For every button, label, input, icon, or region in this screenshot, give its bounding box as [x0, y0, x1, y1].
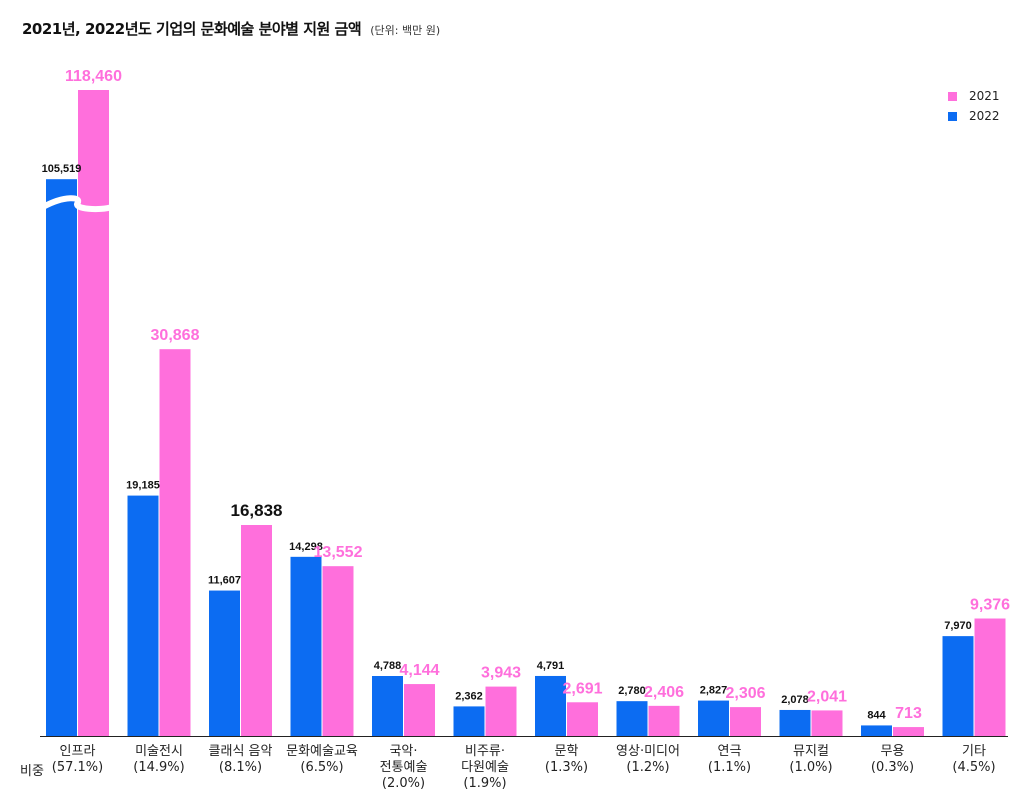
- category-label-3: 문화예술교육: [286, 744, 358, 759]
- bar-2022-2: [209, 590, 240, 736]
- share-row-label: 비중: [20, 764, 44, 779]
- category-label-10: 무용: [881, 744, 905, 759]
- bar-2021-2: [241, 525, 272, 736]
- value-label-2022-8: 2,827: [700, 685, 728, 697]
- bar-2021-1: [159, 349, 191, 736]
- legend-label-2021: 2021: [969, 89, 1000, 103]
- legend-item-2022: 2022: [948, 106, 1000, 126]
- value-label-2022-7: 2,780: [618, 685, 646, 697]
- category-label-4: 국악·: [389, 744, 417, 759]
- bar-2022-5: [453, 706, 485, 736]
- value-label-2021-10: 713: [895, 705, 922, 722]
- bar-2021-3: [322, 566, 354, 736]
- bar-2022-8: [698, 700, 729, 736]
- bar-2021-8: [730, 707, 761, 736]
- chart-title: 2021년, 2022년도 기업의 문화예술 분야별 지원 금액: [22, 20, 362, 38]
- share-label-2: (8.1%): [219, 760, 262, 775]
- value-label-2021-3: 13,552: [314, 544, 363, 561]
- share-label-9: (1.0%): [789, 760, 832, 775]
- bar-2022-3: [290, 556, 322, 736]
- bar-2021-9: [811, 710, 843, 736]
- bar-2021-11: [974, 618, 1006, 736]
- value-label-2022-4: 4,788: [374, 660, 402, 672]
- value-label-2022-10: 844: [867, 709, 886, 721]
- bar-2022-11: [942, 636, 974, 736]
- value-label-2022-2: 11,607: [208, 575, 241, 587]
- value-label-2022-1: 19,185: [126, 480, 160, 492]
- category-label-7: 영상·미디어: [616, 744, 680, 759]
- share-label-7: (1.2%): [626, 760, 669, 775]
- value-label-2022-9: 2,078: [781, 694, 809, 706]
- value-label-2022-3: 14,298: [289, 541, 323, 553]
- value-label-2022-6: 4,791: [537, 660, 565, 672]
- share-label-4: (2.0%): [382, 776, 425, 791]
- bar-2022-1: [127, 495, 159, 736]
- bar-2021-4: [404, 684, 435, 736]
- value-label-2022-11: 7,970: [944, 620, 972, 632]
- bar-2022-6: [535, 675, 566, 736]
- legend-item-2021: 2021: [948, 86, 1000, 106]
- category-label-5: 다원예술: [461, 760, 509, 775]
- bar-2021-6: [567, 702, 598, 736]
- value-label-2021-4: 4,144: [399, 662, 439, 679]
- share-label-6: (1.3%): [545, 760, 588, 775]
- category-label-0: 인프라: [60, 744, 96, 759]
- value-label-2021-0: 118,460: [65, 68, 122, 85]
- value-label-2022-5: 2,362: [455, 690, 483, 702]
- bar-2022-10: [861, 725, 892, 736]
- category-label-4: 전통예술: [380, 760, 428, 775]
- axis-break-mark: [41, 195, 113, 213]
- value-label-2021-5: 3,943: [481, 665, 521, 682]
- legend-label-2022: 2022: [969, 109, 1000, 123]
- bar-2021-5: [485, 686, 517, 736]
- bar-2022-0: [46, 179, 77, 737]
- bar-2022-4: [372, 676, 403, 736]
- legend-swatch-2021: [948, 91, 957, 101]
- bar-2022-9: [779, 709, 811, 736]
- bar-2021-0: [78, 90, 109, 736]
- category-label-6: 문학: [555, 744, 579, 759]
- value-label-2021-2: 16,838: [231, 501, 283, 520]
- share-label-3: (6.5%): [300, 760, 343, 775]
- value-label-2021-11: 9,376: [970, 597, 1010, 614]
- bar-2021-7: [648, 705, 680, 736]
- share-label-0: (57.1%): [52, 760, 103, 775]
- category-label-9: 뮤지컬: [793, 744, 829, 759]
- bar-2022-7: [616, 701, 648, 736]
- chart-title-block: 2021년, 2022년도 기업의 문화예술 분야별 지원 금액 (단위: 백만…: [22, 18, 440, 39]
- share-label-1: (14.9%): [133, 760, 184, 775]
- category-label-8: 연극: [718, 744, 742, 759]
- value-label-2022-0: 105,519: [42, 163, 82, 175]
- value-label-2021-1: 30,868: [151, 327, 200, 344]
- bar-2021-10: [893, 727, 924, 736]
- share-label-10: (0.3%): [871, 760, 914, 775]
- legend: 2021 2022: [948, 86, 1000, 126]
- value-label-2021-6: 2,691: [562, 680, 602, 697]
- chart-unit-note: (단위: 백만 원): [370, 24, 441, 37]
- category-label-1: 미술전시: [135, 744, 183, 759]
- share-label-8: (1.1%): [708, 760, 751, 775]
- category-label-5: 비주류·: [465, 744, 505, 759]
- share-label-5: (1.9%): [463, 776, 506, 791]
- category-label-11: 기타: [962, 744, 986, 759]
- share-label-11: (4.5%): [952, 760, 995, 775]
- value-label-2021-8: 2,306: [725, 685, 765, 702]
- value-label-2021-7: 2,406: [644, 684, 684, 701]
- legend-swatch-2022: [948, 111, 957, 121]
- value-label-2021-9: 2,041: [807, 688, 847, 705]
- category-label-2: 클래식 음악: [209, 744, 273, 759]
